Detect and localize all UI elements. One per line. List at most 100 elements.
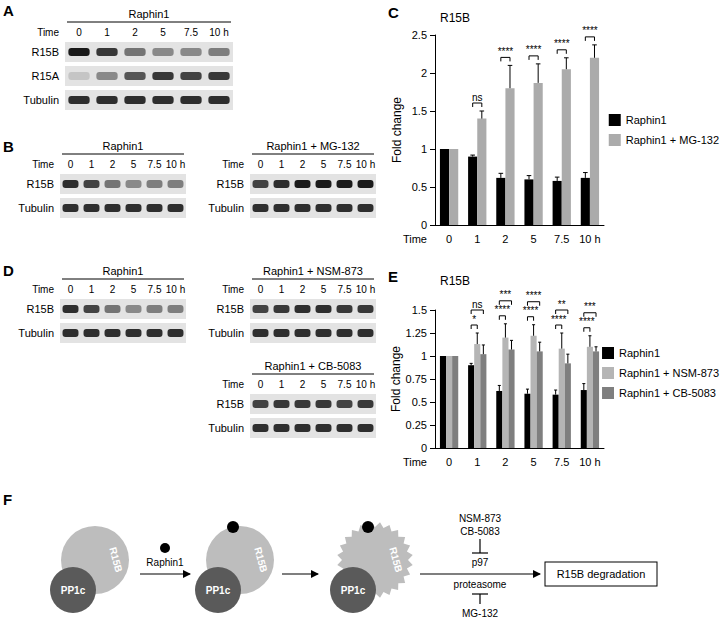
- svg-text:5: 5: [131, 284, 137, 295]
- svg-text:7.5: 7.5: [184, 27, 198, 38]
- svg-text:****: ****: [526, 44, 542, 55]
- svg-text:Raphin1: Raphin1: [103, 265, 144, 277]
- svg-text:****: ****: [495, 304, 511, 315]
- svg-text:****: ****: [523, 305, 539, 316]
- svg-text:2: 2: [132, 27, 138, 38]
- svg-text:0: 0: [421, 442, 427, 454]
- svg-text:2: 2: [300, 159, 306, 170]
- svg-text:CB-5083: CB-5083: [460, 526, 500, 537]
- svg-text:0: 0: [446, 456, 452, 468]
- svg-text:10 h: 10 h: [579, 456, 600, 468]
- svg-text:R15B: R15B: [26, 303, 54, 315]
- svg-text:Raphin1: Raphin1: [103, 140, 144, 152]
- svg-text:1: 1: [279, 379, 285, 390]
- svg-text:7.5: 7.5: [148, 159, 162, 170]
- svg-text:0.75: 0.75: [406, 373, 427, 385]
- svg-text:2: 2: [110, 159, 116, 170]
- svg-text:MG-132: MG-132: [462, 608, 499, 619]
- svg-text:5: 5: [531, 456, 537, 468]
- svg-text:A: A: [3, 2, 14, 19]
- svg-text:****: ****: [526, 290, 542, 301]
- svg-text:0: 0: [68, 159, 74, 170]
- svg-text:R15B: R15B: [440, 274, 470, 288]
- svg-text:10 h: 10 h: [209, 27, 228, 38]
- svg-text:0.25: 0.25: [406, 419, 427, 431]
- svg-text:0: 0: [68, 284, 74, 295]
- svg-text:0: 0: [258, 379, 264, 390]
- svg-text:R15B: R15B: [216, 398, 244, 410]
- svg-text:C: C: [388, 4, 399, 21]
- svg-text:1: 1: [89, 159, 95, 170]
- svg-text:***: ***: [500, 289, 512, 300]
- svg-text:1: 1: [279, 284, 285, 295]
- svg-text:0: 0: [421, 219, 427, 231]
- svg-text:ns: ns: [472, 299, 483, 310]
- svg-text:1: 1: [474, 456, 480, 468]
- svg-text:1: 1: [279, 159, 285, 170]
- svg-text:Fold change: Fold change: [389, 346, 403, 412]
- svg-text:E: E: [388, 268, 398, 285]
- svg-text:ns: ns: [472, 92, 483, 103]
- svg-text:0.5: 0.5: [412, 396, 427, 408]
- svg-text:p97: p97: [472, 557, 489, 568]
- svg-text:Fold change: Fold change: [390, 97, 404, 163]
- svg-text:1.5: 1.5: [412, 304, 427, 316]
- svg-text:Time: Time: [222, 284, 244, 295]
- svg-text:NSM-873: NSM-873: [459, 513, 502, 524]
- svg-text:Time: Time: [37, 27, 59, 38]
- svg-text:1: 1: [421, 350, 427, 362]
- svg-text:7.5: 7.5: [338, 159, 352, 170]
- svg-text:Raphin1 + MG-132: Raphin1 + MG-132: [626, 134, 719, 146]
- svg-text:7.5: 7.5: [554, 456, 569, 468]
- svg-text:10 h: 10 h: [356, 284, 375, 295]
- svg-text:****: ****: [551, 314, 567, 325]
- svg-text:D: D: [3, 262, 14, 279]
- svg-text:2: 2: [502, 456, 508, 468]
- svg-text:0: 0: [258, 159, 264, 170]
- svg-text:7.5: 7.5: [148, 284, 162, 295]
- svg-text:0: 0: [258, 284, 264, 295]
- svg-text:7.5: 7.5: [338, 379, 352, 390]
- svg-text:****: ****: [498, 46, 514, 57]
- svg-text:1.25: 1.25: [406, 327, 427, 339]
- svg-text:R15B: R15B: [440, 11, 470, 25]
- svg-text:Tubulin: Tubulin: [208, 422, 244, 434]
- svg-text:Raphin1 + CB-5083: Raphin1 + CB-5083: [265, 360, 362, 372]
- svg-text:7.5: 7.5: [338, 284, 352, 295]
- svg-text:5: 5: [531, 233, 537, 245]
- svg-text:0: 0: [76, 27, 82, 38]
- svg-text:2.5: 2.5: [412, 29, 427, 41]
- svg-text:5: 5: [131, 159, 137, 170]
- svg-text:5: 5: [321, 159, 327, 170]
- svg-text:5: 5: [321, 284, 327, 295]
- svg-text:7.5: 7.5: [554, 233, 569, 245]
- svg-text:Time: Time: [403, 233, 427, 245]
- svg-text:2: 2: [502, 233, 508, 245]
- svg-text:Time: Time: [222, 379, 244, 390]
- svg-text:R15B: R15B: [387, 546, 404, 574]
- svg-text:5: 5: [321, 379, 327, 390]
- svg-text:0: 0: [446, 233, 452, 245]
- svg-text:10 h: 10 h: [166, 284, 185, 295]
- svg-text:Raphin1 + NSM-873: Raphin1 + NSM-873: [263, 265, 363, 277]
- svg-text:Time: Time: [403, 456, 427, 468]
- svg-text:R15B: R15B: [216, 303, 244, 315]
- svg-text:Raphin1 + CB-5083: Raphin1 + CB-5083: [619, 387, 716, 399]
- svg-text:2: 2: [421, 67, 427, 79]
- svg-text:B: B: [3, 138, 14, 155]
- svg-text:proteasome: proteasome: [454, 579, 507, 590]
- svg-text:10 h: 10 h: [166, 159, 185, 170]
- svg-text:1: 1: [421, 143, 427, 155]
- svg-text:Raphin1 + NSM-873: Raphin1 + NSM-873: [619, 367, 719, 379]
- svg-text:****: ****: [554, 38, 570, 49]
- svg-text:R15A: R15A: [31, 70, 59, 82]
- svg-text:Raphin1: Raphin1: [626, 114, 667, 126]
- svg-text:2: 2: [110, 284, 116, 295]
- svg-text:F: F: [3, 491, 12, 508]
- svg-text:R15B: R15B: [26, 178, 54, 190]
- svg-text:10 h: 10 h: [356, 379, 375, 390]
- svg-text:0.5: 0.5: [412, 181, 427, 193]
- svg-text:Tubulin: Tubulin: [208, 202, 244, 214]
- svg-text:Tubulin: Tubulin: [23, 94, 59, 106]
- svg-text:R15B: R15B: [216, 178, 244, 190]
